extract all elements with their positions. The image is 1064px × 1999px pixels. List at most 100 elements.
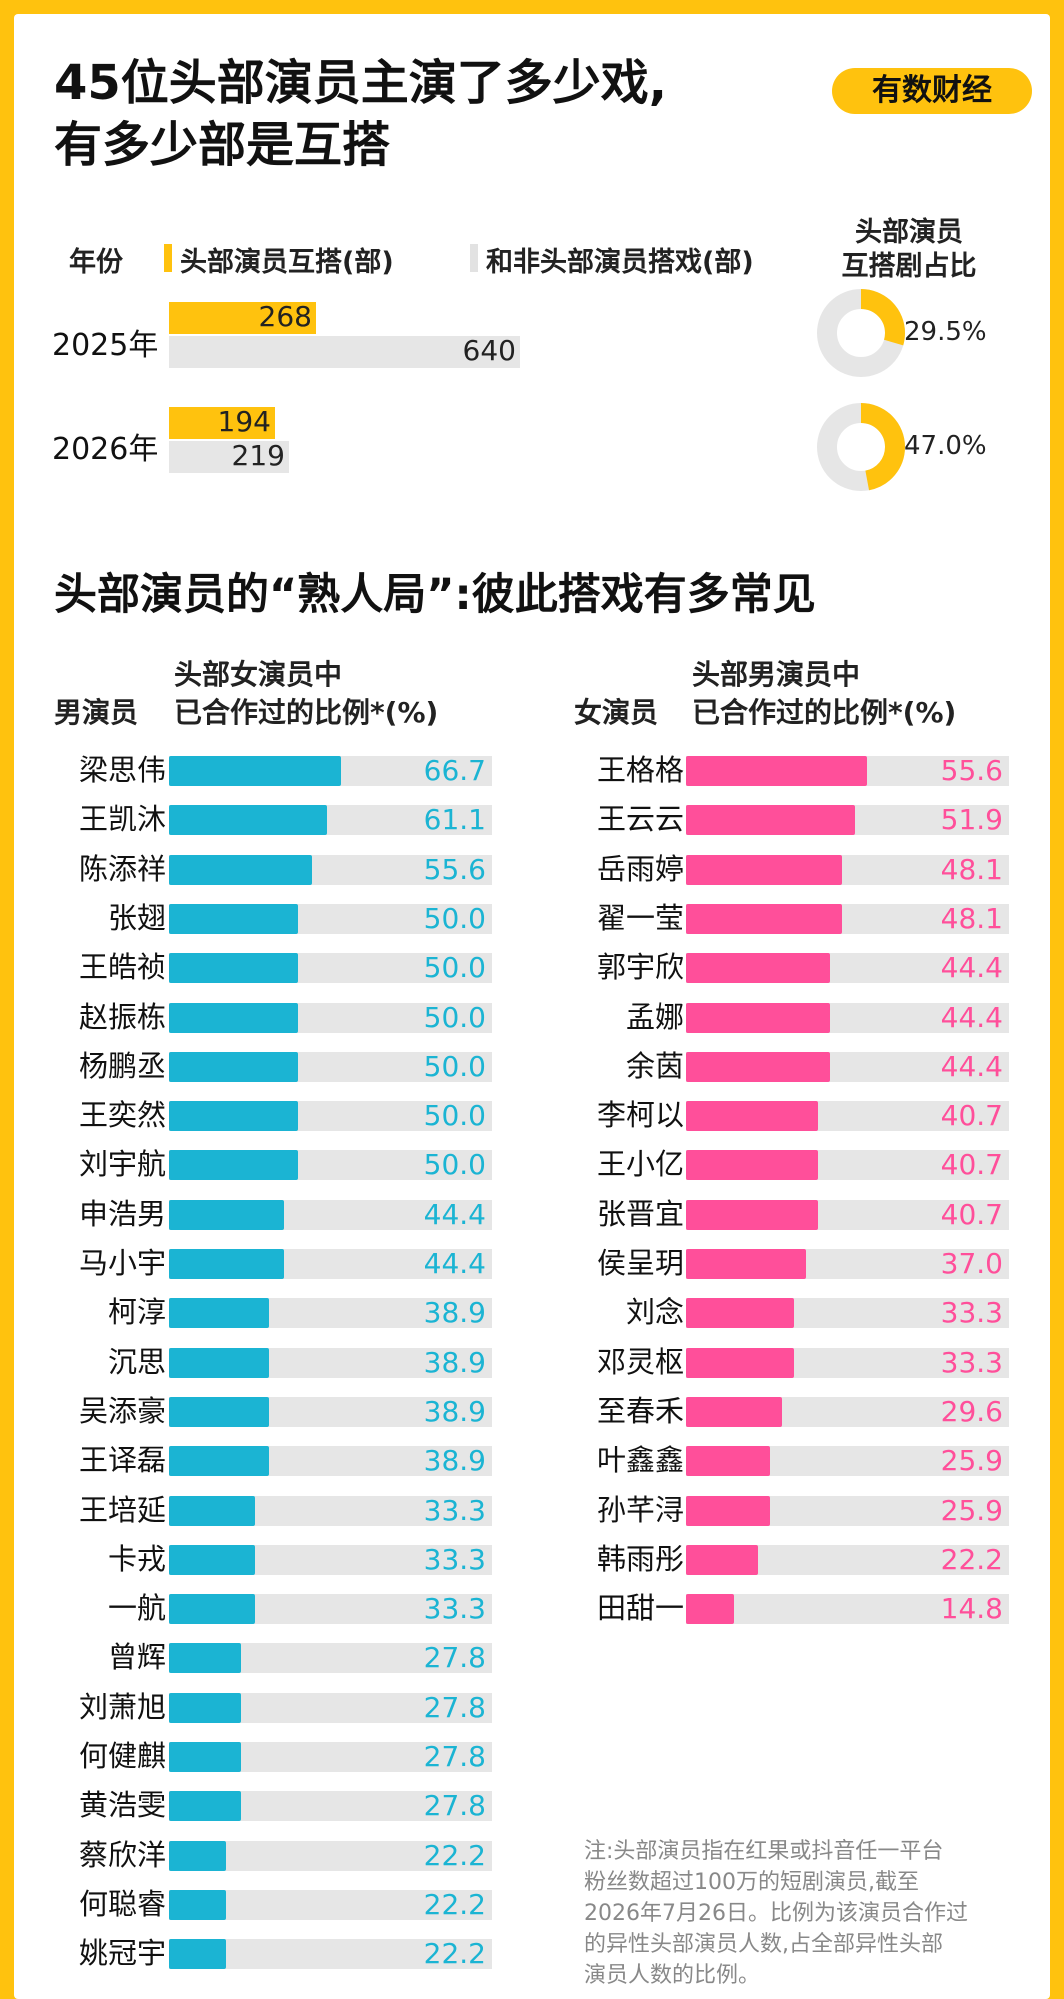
actor-name: 吴添豪 xyxy=(78,1394,166,1428)
female-value-header-line1: 头部男演员中 xyxy=(692,658,861,691)
bar-track xyxy=(169,1003,492,1033)
actor-name: 刘萧旭 xyxy=(78,1690,166,1724)
bar-value-label: 44.4 xyxy=(940,1001,1003,1034)
bar-track xyxy=(686,855,1009,885)
bar-value-label: 50.0 xyxy=(423,1001,486,1034)
donut-arc-1 xyxy=(817,403,905,491)
actor-name: 一航 xyxy=(107,1591,166,1625)
actor-name: 至春禾 xyxy=(596,1394,684,1428)
bar-fill xyxy=(686,1003,830,1033)
male-value-header-line1: 头部女演员中 xyxy=(174,658,343,691)
bar-value-label: 194 xyxy=(217,405,271,438)
bar-track xyxy=(686,1496,1009,1526)
bar-track xyxy=(169,1249,492,1279)
actor-name: 王培延 xyxy=(78,1493,166,1527)
footnote-line: 演员人数的比例。 xyxy=(584,1963,761,1988)
bar-value-label: 38.9 xyxy=(423,1346,486,1379)
bar-fill xyxy=(169,1249,284,1279)
bar-mutual-1 xyxy=(169,407,275,439)
year-header: 年份 xyxy=(69,247,123,278)
bar-fill xyxy=(169,1594,255,1624)
actor-name: 张翅 xyxy=(107,901,166,935)
bar-fill xyxy=(686,1052,830,1082)
bar-track xyxy=(169,1545,492,1575)
bar-value-label: 33.3 xyxy=(940,1346,1003,1379)
bar-track xyxy=(686,1150,1009,1180)
footnote: 注:头部演员指在红果或抖音任一平台 粉丝数超过100万的短剧演员,截至 2026… xyxy=(584,1836,1024,1991)
bar-fill xyxy=(686,756,867,786)
bar-track xyxy=(686,1545,1009,1575)
bar-fill xyxy=(169,953,298,983)
actor-name: 柯淳 xyxy=(107,1295,166,1329)
bar-fill xyxy=(169,1150,298,1180)
bar-fill xyxy=(169,805,327,835)
bar-fill xyxy=(686,1101,818,1131)
male-value-header-line2: 已合作过的比例*(%) xyxy=(174,696,439,729)
female-value-header-line2: 已合作过的比例*(%) xyxy=(692,696,957,729)
male-name-header: 男演员 xyxy=(54,696,139,729)
bar-track xyxy=(686,1298,1009,1328)
bar-fill xyxy=(686,1594,734,1624)
bar-value-label: 50.0 xyxy=(423,902,486,935)
bar-value-label: 38.9 xyxy=(423,1296,486,1329)
bar-value-label: 38.9 xyxy=(423,1444,486,1477)
actor-name: 郭宇欣 xyxy=(596,950,684,984)
actor-name: 王译磊 xyxy=(78,1443,166,1477)
actor-name: 刘念 xyxy=(625,1295,684,1329)
bar-value-label: 40.7 xyxy=(940,1099,1003,1132)
bar-value-label: 50.0 xyxy=(423,1148,486,1181)
bar-value-label: 51.9 xyxy=(940,803,1003,836)
bar-track xyxy=(169,1446,492,1476)
ratio-donuts xyxy=(817,289,905,491)
bar-value-label: 33.3 xyxy=(940,1296,1003,1329)
bar-value-label: 14.8 xyxy=(940,1592,1003,1625)
actor-name: 孙芊浔 xyxy=(596,1493,684,1527)
bar-fill xyxy=(169,1200,284,1230)
bar-track xyxy=(169,1791,492,1821)
bar-nonhead-0 xyxy=(169,336,520,368)
bar-track xyxy=(169,1841,492,1871)
bar-value-label: 61.1 xyxy=(423,803,486,836)
brand-logo: 有数财经 xyxy=(832,68,1032,114)
bar-value-label: 33.3 xyxy=(423,1592,486,1625)
bar-track xyxy=(686,1397,1009,1427)
actor-name: 田甜一 xyxy=(596,1591,684,1625)
bar-value-label: 40.7 xyxy=(940,1148,1003,1181)
bar-track xyxy=(169,1742,492,1772)
bar-value-label: 50.0 xyxy=(423,1099,486,1132)
bar-track xyxy=(686,1348,1009,1378)
actor-name: 何聪睿 xyxy=(78,1887,166,1921)
bar-fill xyxy=(169,1348,269,1378)
bar-track xyxy=(686,953,1009,983)
bar-value-label: 44.4 xyxy=(940,1050,1003,1083)
ratio-header-line1: 头部演员 xyxy=(855,217,963,248)
actor-name: 翟一莹 xyxy=(596,901,684,935)
ratio-label-2025: 29.5% xyxy=(904,317,987,347)
page-title-line1: 45位头部演员主演了多少戏, xyxy=(54,55,668,111)
bar-track xyxy=(686,1446,1009,1476)
bar-track xyxy=(169,1052,492,1082)
bar-fill xyxy=(169,1446,269,1476)
bar-track xyxy=(169,1200,492,1230)
actor-name: 曾辉 xyxy=(107,1640,166,1674)
bar-track xyxy=(686,1249,1009,1279)
bar-fill xyxy=(169,904,298,934)
bar-track xyxy=(169,953,492,983)
bar-value-label: 48.1 xyxy=(940,902,1003,935)
actor-name: 卡戎 xyxy=(107,1542,166,1576)
bar-fill xyxy=(169,1742,241,1772)
actor-name: 陈添祥 xyxy=(78,852,166,886)
bar-track xyxy=(169,1594,492,1624)
bar-track xyxy=(686,1101,1009,1131)
actor-name: 申浩男 xyxy=(78,1197,166,1231)
bar-value-label: 27.8 xyxy=(423,1641,486,1674)
bar-value-label: 25.9 xyxy=(940,1494,1003,1527)
bar-fill xyxy=(686,1496,770,1526)
bar-value-label: 40.7 xyxy=(940,1198,1003,1231)
bar-fill xyxy=(686,1397,782,1427)
bar-value-label: 50.0 xyxy=(423,1050,486,1083)
actor-name: 叶鑫鑫 xyxy=(596,1443,684,1477)
bar-fill xyxy=(686,805,855,835)
bar-track xyxy=(169,1939,492,1969)
bar-track xyxy=(686,1200,1009,1230)
